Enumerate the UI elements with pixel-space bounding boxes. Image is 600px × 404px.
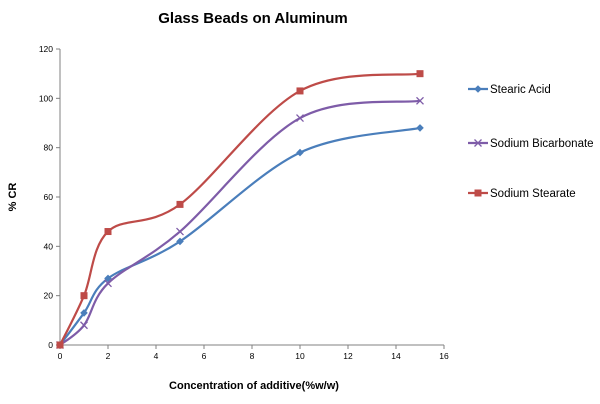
- series-line-stearic-acid: [59, 126, 421, 346]
- data-point-sodium-bicarbonate: [80, 321, 88, 330]
- y-tick-label: 40: [44, 241, 54, 251]
- y-tick-label: 80: [44, 143, 54, 153]
- y-tick-label: 120: [39, 44, 53, 54]
- legend-item-sodium-stearate: Sodium Stearate: [468, 188, 576, 200]
- data-point-sodium-stearate: [176, 200, 184, 208]
- data-point-sodium-bicarbonate: [416, 96, 424, 105]
- data-point-sodium-stearate: [296, 87, 304, 95]
- x-tick-label: 10: [295, 351, 305, 361]
- chart-title: Glass Beads on Aluminum: [158, 10, 348, 27]
- x-tick-label: 2: [106, 351, 111, 361]
- x-tick-label: 14: [391, 351, 401, 361]
- data-point-stearic-acid: [104, 274, 112, 283]
- data-point-sodium-stearate: [80, 292, 88, 300]
- data-point-sodium-bicarbonate: [104, 279, 112, 288]
- data-point-stearic-acid: [80, 309, 88, 317]
- x-tick-label: 6: [202, 351, 207, 361]
- series-sodium-stearate: [56, 70, 424, 349]
- series-stearic-acid: [56, 124, 424, 349]
- x-tick-label: 8: [250, 351, 255, 361]
- legend-marker: [474, 139, 482, 147]
- x-tick-label: 16: [439, 351, 449, 361]
- y-axis-label: % CR: [7, 183, 19, 212]
- x-tick-label: 12: [343, 351, 353, 361]
- x-tick-label: 4: [154, 351, 159, 361]
- data-point-sodium-bicarbonate: [296, 114, 304, 123]
- series-line-sodium-bicarbonate: [59, 99, 421, 346]
- data-point-sodium-stearate: [416, 70, 424, 78]
- plot-area: 0 2 4 6 8 10 12 14 16 0 20 40 60 80 100 120: [39, 44, 449, 361]
- data-point-sodium-stearate: [56, 341, 64, 349]
- legend-item-stearic-acid: Stearic Acid: [468, 84, 551, 96]
- x-axis-label: Concentration of additive(%w/w): [169, 380, 339, 392]
- data-point-stearic-acid: [416, 124, 424, 132]
- x-tick-label: 0: [58, 351, 63, 361]
- legend-marker: [474, 189, 482, 197]
- legend: Stearic Acid Sodium Bicarbonate Sodium Ste…: [468, 84, 594, 200]
- y-tick-label: 60: [44, 192, 54, 202]
- legend-label: Sodium Bicarbonate: [490, 138, 594, 150]
- data-point-stearic-acid: [176, 237, 184, 246]
- y-tick-label: 100: [39, 93, 53, 103]
- data-point-stearic-acid: [296, 148, 304, 157]
- data-point-sodium-stearate: [104, 228, 112, 236]
- legend-item-sodium-bicarbonate: Sodium Bicarbonate: [468, 138, 594, 150]
- data-point-sodium-bicarbonate: [176, 227, 184, 236]
- y-tick-label: 0: [48, 340, 53, 350]
- legend-label: Stearic Acid: [490, 84, 551, 96]
- y-tick-label: 20: [44, 291, 54, 301]
- legend-marker: [474, 85, 482, 93]
- legend-label: Sodium Stearate: [490, 188, 576, 200]
- series-line-sodium-stearate: [59, 72, 421, 346]
